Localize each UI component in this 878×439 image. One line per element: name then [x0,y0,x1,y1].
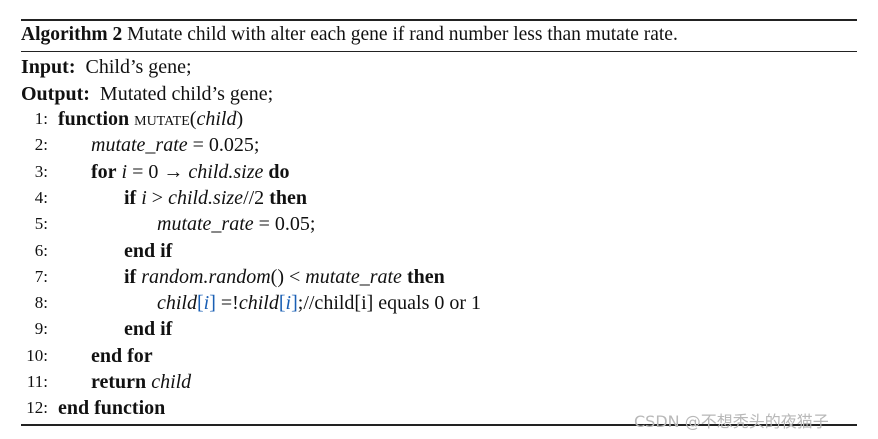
code-text: function mutate(child) [58,106,243,132]
watermark: CSDN @不想秃头的夜猫子 [634,412,829,431]
keyword: function [58,108,130,130]
code-text: if random.random() < mutate_rate then [124,264,445,290]
algorithm-title: Mutate child with alter each gene if ran… [122,24,678,45]
code-token: () < [270,265,306,288]
keyword: end for [91,344,153,367]
code-token: child [151,371,192,393]
code-token: > [146,186,169,209]
keyword: then [269,186,307,209]
keyword: then [406,265,445,288]
code-text: for i = 0 → child.size do [91,159,290,185]
line-number: 6: [34,240,48,260]
code-token: i [203,292,210,315]
keyword: end function [58,397,166,420]
code-text: end if [124,238,172,264]
output-line: Output: Mutated child’s gene; [21,81,273,107]
algorithm-label: Algorithm 2 [21,24,123,45]
code-token: ;//child[i] equals 0 or 1 [297,292,482,315]
code-token: i [285,292,292,315]
code-token: mutate [134,108,190,130]
input-text: Child’s gene; [75,56,192,78]
keyword: end if [124,318,173,341]
line-number: 9: [34,319,48,339]
input-label: Input: [21,56,76,78]
bottom-rule [21,424,857,426]
top-rule [21,19,857,21]
code-text: end for [91,343,153,369]
code-token: child.size [188,160,264,183]
code-token: child.size [168,186,244,209]
code-token: i [141,186,147,209]
line-number: 1: [34,109,48,128]
line-number: 12: [26,398,48,418]
output-text: Mutated child’s gene; [89,83,274,105]
keyword: if [124,265,137,288]
code-token: i [121,160,128,183]
output-label: Output: [21,83,90,105]
code-text: end function [58,395,165,421]
keyword: [ [197,292,204,315]
keyword: [ [278,292,286,315]
keyword: end if [124,239,173,262]
code-token: = 0 → [127,160,189,183]
code-text: mutate_rate = 0.025; [91,132,260,158]
line-number: 2: [34,135,48,155]
keyword: if [124,186,137,209]
code-token: //2 [243,186,270,209]
keyword: for [91,160,117,183]
code-text: return child [91,369,191,395]
caption-rule [21,51,857,52]
code-token: child [157,292,197,315]
line-number: 7: [34,266,48,286]
code-token: mutate_rate [157,213,254,236]
code-text: mutate_rate = 0.05; [157,211,316,237]
line-number: 10: [26,345,48,365]
keyword: return [91,371,147,393]
code-token: mutate_rate [305,265,402,288]
code-token: child [196,108,237,130]
code-token: ) [236,108,244,130]
line-number: 4: [34,187,48,207]
code-text: child[i] =!child[i];//child[i] equals 0 … [157,290,481,316]
keyword: ] [291,292,298,315]
code-token: = 0.05; [253,213,316,236]
line-number: 5: [34,214,48,234]
line-number: 8: [34,293,48,313]
input-line: Input: Child’s gene; [21,54,192,80]
code-token: =! [215,292,239,315]
code-text: if i > child.size//2 then [124,185,307,211]
code-token: mutate_rate [91,134,188,157]
code-text: end if [124,316,172,342]
code-token: ( [189,108,197,130]
code-token: random.random [141,265,271,288]
line-number: 3: [34,161,48,181]
keyword: do [268,160,290,183]
line-number: 11: [26,372,48,391]
keyword: ] [209,292,216,315]
code-token: = 0.025; [187,134,260,157]
algorithm-caption: Algorithm 2 Mutate child with alter each… [21,24,678,46]
code-token: child [238,292,279,315]
